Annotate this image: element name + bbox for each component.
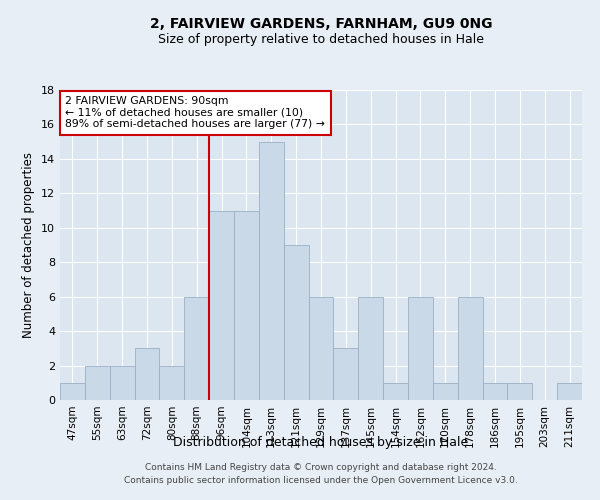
Bar [160,366,184,400]
Text: Contains HM Land Registry data © Crown copyright and database right 2024.: Contains HM Land Registry data © Crown c… [145,464,497,472]
Bar [209,210,234,400]
Bar [334,348,358,400]
Bar [508,383,532,400]
Bar [482,383,508,400]
Bar [284,245,308,400]
Bar [383,383,408,400]
Text: 2, FAIRVIEW GARDENS, FARNHAM, GU9 0NG: 2, FAIRVIEW GARDENS, FARNHAM, GU9 0NG [150,18,492,32]
Text: Contains public sector information licensed under the Open Government Licence v3: Contains public sector information licen… [124,476,518,485]
Bar [60,383,85,400]
Bar [433,383,458,400]
Text: Size of property relative to detached houses in Hale: Size of property relative to detached ho… [158,32,484,46]
Bar [358,296,383,400]
Bar [110,366,134,400]
Bar [134,348,160,400]
Bar [557,383,582,400]
Bar [259,142,284,400]
Bar [308,296,334,400]
Y-axis label: Number of detached properties: Number of detached properties [22,152,35,338]
Bar [184,296,209,400]
Bar [234,210,259,400]
Bar [85,366,110,400]
Bar [408,296,433,400]
Text: Distribution of detached houses by size in Hale: Distribution of detached houses by size … [173,436,469,449]
Text: 2 FAIRVIEW GARDENS: 90sqm
← 11% of detached houses are smaller (10)
89% of semi-: 2 FAIRVIEW GARDENS: 90sqm ← 11% of detac… [65,96,325,130]
Bar [458,296,482,400]
